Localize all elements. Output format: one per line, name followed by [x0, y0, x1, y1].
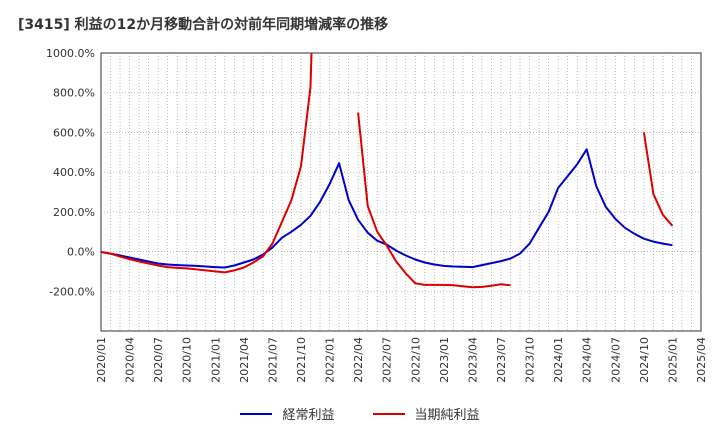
x-tick-label: 2024/01 [552, 337, 565, 383]
legend-swatch-net-income [372, 412, 405, 415]
legend-swatch-ordinary-profit [240, 412, 273, 415]
y-tick-label: 200.0% [53, 206, 95, 219]
x-tick-label: 2020/01 [95, 337, 108, 383]
x-tick-label: 2023/04 [466, 337, 479, 383]
x-tick-label: 2022/01 [324, 337, 337, 383]
x-tick-label: 2021/04 [238, 337, 251, 383]
x-tick-label: 2022/07 [381, 337, 394, 383]
x-tick-label: 2024/04 [581, 337, 594, 383]
legend: 経常利益 当期純利益 [0, 404, 720, 423]
legend-label-ordinary-profit: 経常利益 [282, 408, 335, 423]
x-tick-label: 2021/07 [266, 337, 279, 383]
y-tick-label: 800.0% [53, 87, 95, 100]
legend-item-net-income: 当期純利益 [372, 404, 480, 423]
x-tick-label: 2022/04 [352, 337, 365, 383]
chart-title: [3415] 利益の12か月移動合計の対前年同期増減率の推移 [18, 17, 389, 33]
legend-label-net-income: 当期純利益 [414, 408, 480, 423]
y-tick-label: 600.0% [53, 126, 95, 139]
series-line-net-income [357, 112, 511, 289]
x-tick-label: 2024/07 [609, 337, 622, 383]
x-tick-label: 2025/04 [695, 337, 708, 383]
x-tick-label: 2024/10 [638, 337, 651, 383]
series-line-net-income [642, 132, 674, 227]
x-tick-label: 2020/04 [124, 337, 137, 383]
x-tick-label: 2021/01 [209, 337, 222, 383]
x-tick-label: 2023/01 [438, 337, 451, 383]
y-tick-label: 400.0% [53, 166, 95, 179]
y-tick-label: 0.0% [67, 246, 95, 259]
x-tick-label: 2020/07 [152, 337, 165, 383]
x-tick-label: 2023/07 [495, 337, 508, 383]
x-tick-label: 2021/10 [295, 337, 308, 383]
series-line-net-income [101, 53, 313, 274]
plot-frame [100, 52, 702, 332]
x-tick-label: 2023/10 [524, 337, 537, 383]
x-tick-label: 2025/01 [666, 337, 679, 383]
y-tick-label: -200.0% [49, 285, 95, 298]
x-tick-label: 2022/10 [409, 337, 422, 383]
y-tick-label: 1000.0% [46, 47, 95, 60]
legend-item-ordinary-profit: 経常利益 [240, 404, 335, 423]
x-tick-label: 2020/10 [181, 337, 194, 383]
